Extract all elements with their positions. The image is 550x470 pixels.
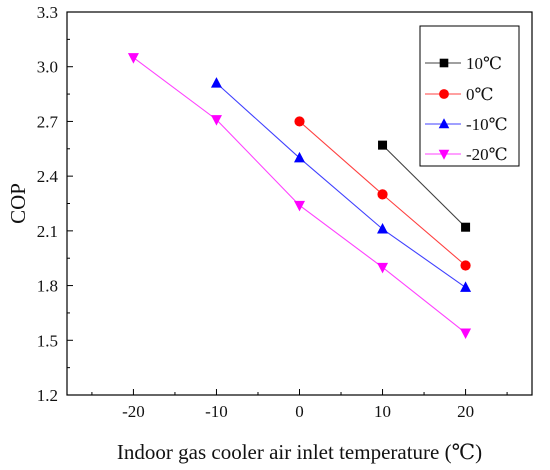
y-tick-label: 1.2	[37, 386, 58, 405]
y-tick-label: 1.8	[37, 277, 58, 296]
series-layer	[127, 53, 472, 339]
x-tick-label: -10	[205, 402, 228, 421]
series-2	[210, 77, 472, 292]
legend-item: 0℃	[425, 85, 494, 104]
legend-item: -10℃	[425, 115, 508, 134]
y-tick-label: 3.3	[37, 3, 58, 22]
data-point	[377, 262, 389, 274]
y-axis-title: COP	[6, 183, 30, 224]
series-3	[127, 53, 472, 339]
y-tick-label: 1.5	[37, 331, 58, 350]
legend-label: -20℃	[466, 145, 508, 164]
y-tick-label: 2.7	[37, 112, 59, 131]
legend: 10℃ 0℃ -10℃ -20℃	[419, 25, 520, 167]
data-point	[294, 151, 305, 163]
legend-marker	[438, 149, 450, 160]
data-point	[127, 53, 139, 64]
y-axis-ticks: 1.2 1.5 1.8 2.1 2.4 2.7 3.0 3.3	[37, 3, 73, 405]
legend-item: -20℃	[425, 145, 508, 164]
legend-box	[419, 25, 520, 167]
legend-marker	[438, 118, 450, 129]
series-line	[133, 57, 466, 334]
x-axis-title: Indoor gas cooler air inlet temperature …	[117, 440, 482, 464]
legend-item: 10℃	[425, 54, 502, 73]
series-line	[216, 82, 466, 288]
data-point	[460, 281, 472, 292]
legend-label: -10℃	[466, 115, 508, 134]
data-point	[377, 223, 389, 234]
data-point	[294, 200, 305, 212]
series-1	[294, 116, 471, 271]
x-axis-ticks: -20 -10 0 10 20	[91, 389, 508, 421]
data-point	[377, 189, 388, 200]
legend-marker	[439, 89, 449, 99]
legend-marker	[439, 58, 449, 68]
x-tick-label: 20	[457, 402, 474, 421]
y-tick-label: 2.1	[37, 222, 58, 241]
data-point	[210, 115, 222, 126]
y-tick-label: 2.4	[37, 167, 59, 186]
data-point	[294, 116, 305, 127]
data-point	[460, 328, 472, 339]
y-tick-label: 3.0	[37, 58, 58, 77]
x-tick-label: 10	[374, 402, 391, 421]
legend-label: 10℃	[466, 54, 502, 73]
series-0	[378, 140, 471, 232]
data-point	[210, 77, 222, 88]
x-tick-label: 0	[295, 402, 304, 421]
series-line	[382, 144, 466, 228]
legend-label: 0℃	[466, 85, 494, 104]
data-point	[461, 222, 471, 232]
data-point	[460, 260, 471, 271]
x-tick-label: -20	[122, 402, 145, 421]
data-point	[378, 140, 388, 150]
